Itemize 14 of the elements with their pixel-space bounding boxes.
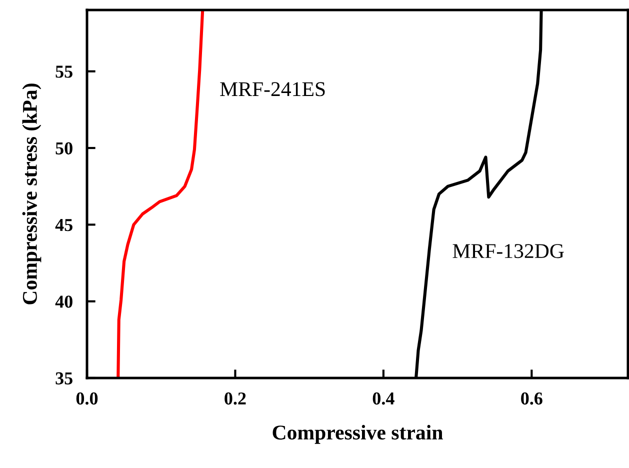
x-tick-label: 0.4 [372,392,394,405]
y-tick-label: 45 [55,219,72,232]
x-tick-label: 0.6 [521,392,542,405]
y-tick-label: 50 [56,142,72,154]
x-tick-label: 0.0 [76,392,98,405]
series-label: MRF-241ES [220,82,325,96]
series-label: MRF-132DG [452,244,564,258]
line-series [116,10,204,378]
y-tick-label: 55 [56,66,72,78]
y-tick-label: 35 [56,372,72,384]
y-axis-title: Compressive stress (kPa) [22,84,42,304]
y-tick-label: 40 [55,296,72,308]
x-axis-title: Compressive strain [272,424,443,444]
x-tick-label: 0.2 [224,392,246,405]
